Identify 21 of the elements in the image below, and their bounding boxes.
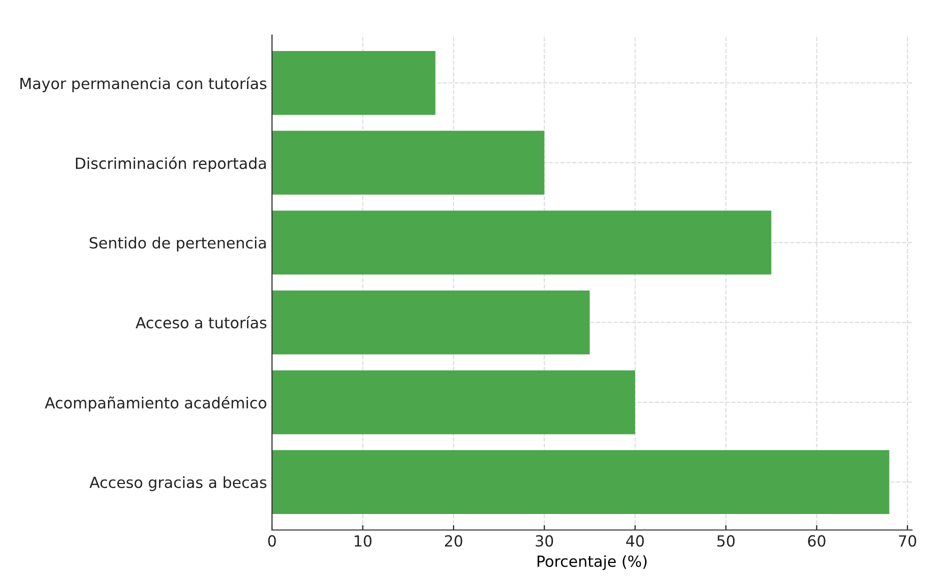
x-tick-label: 30 [536, 535, 554, 547]
x-tick-label: 40 [626, 535, 644, 547]
x-tick-label: 50 [717, 535, 735, 547]
bar [272, 50, 436, 115]
bar [272, 370, 636, 434]
bar [272, 210, 772, 275]
x-axis-title: Porcentaje (%) [538, 555, 647, 570]
y-tick-label: Discriminación reportada [76, 156, 266, 172]
x-tick-label: 70 [898, 535, 916, 547]
y-tick-label: Acompañamiento académico [44, 396, 266, 412]
bar [272, 450, 890, 514]
x-tick-label: 20 [444, 535, 462, 547]
y-tick-label: Sentido de pertenencia [90, 236, 266, 252]
y-tick-label: Acceso a tutorías [136, 316, 266, 328]
y-tick-label: Mayor permanencia con tutorías [20, 76, 266, 92]
x-tick-label: 10 [354, 535, 372, 547]
bar [272, 290, 590, 354]
y-tick-label: Acceso gracias a becas [90, 476, 266, 492]
x-tick-label: 0 [268, 535, 276, 547]
bar [272, 130, 544, 195]
x-tick-label: 60 [808, 535, 826, 547]
